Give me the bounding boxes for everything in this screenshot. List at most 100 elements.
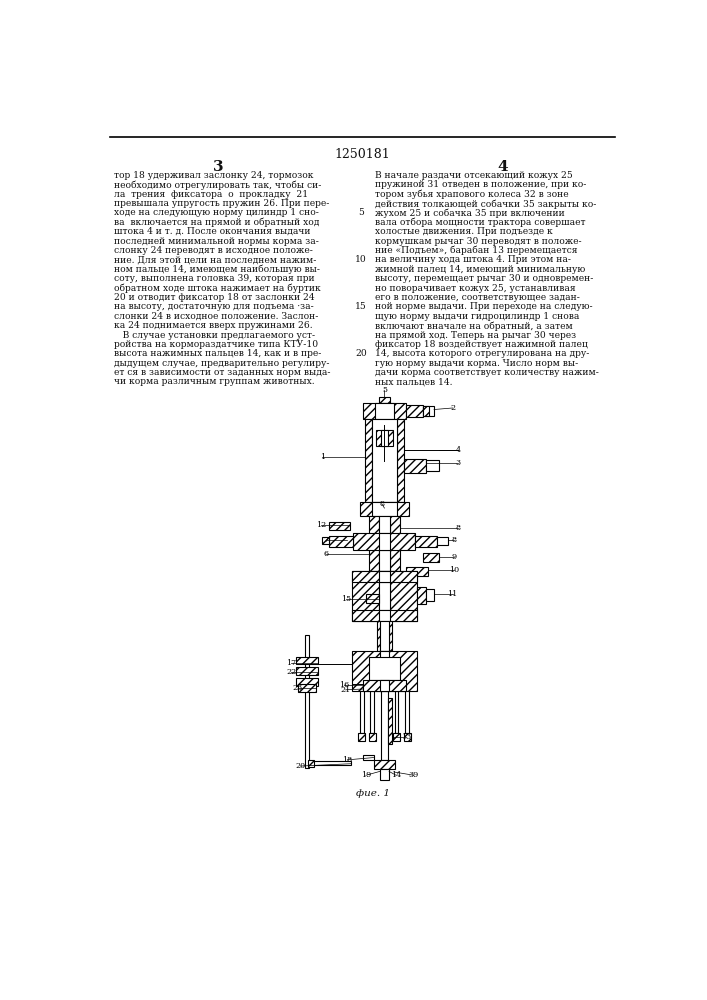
Bar [360,502,409,516]
Text: 4: 4 [497,160,508,174]
Text: 2: 2 [450,404,455,412]
Text: 20: 20 [356,349,367,358]
Bar [406,567,428,576]
Text: ной норме выдачи. При переходе на следую-: ной норме выдачи. При переходе на следую… [375,302,592,311]
Bar [423,406,434,416]
Text: последней минимальной нормы корма за-: последней минимальной нормы корма за- [114,237,319,246]
Bar [369,657,400,680]
Bar [352,571,417,582]
Bar [389,621,392,651]
Text: превышала упругость пружин 26. При пере-: превышала упругость пружин 26. При пере- [114,199,329,208]
Text: 10: 10 [356,255,367,264]
Bar [308,760,314,767]
Bar [296,678,317,686]
Text: 5: 5 [382,385,387,393]
Bar [379,516,390,571]
Bar [406,405,423,417]
Bar [322,537,329,544]
Bar [380,621,389,651]
Bar [393,733,400,741]
Text: тор 18 удерживал заслонку 24, тормозок: тор 18 удерживал заслонку 24, тормозок [114,171,313,180]
Bar [423,406,429,416]
Text: пружиной 31 отведен в положение, при ко-: пружиной 31 отведен в положение, при ко- [375,180,587,189]
Text: 15: 15 [356,302,367,311]
Bar [417,587,426,604]
Text: 19: 19 [361,771,371,779]
Bar [379,533,390,550]
Bar [397,419,404,502]
Text: 22: 22 [286,668,296,676]
Text: В начале раздачи отсекающий кожух 25: В начале раздачи отсекающий кожух 25 [375,171,573,180]
Text: действия толкающей собачки 35 закрыты ко-: действия толкающей собачки 35 закрыты ко… [375,199,597,209]
Text: его в положение, соответствующее задан-: его в положение, соответствующее задан- [375,293,580,302]
Bar [363,755,373,760]
Text: на прямой ход. Теперь на рычаг 30 через: на прямой ход. Теперь на рычаг 30 через [375,331,576,340]
Bar [373,760,395,769]
Bar [372,419,397,502]
Text: 20: 20 [296,762,306,770]
Text: на величину хода штока 4. При этом на-: на величину хода штока 4. При этом на- [375,255,571,264]
Text: фие. 1: фие. 1 [356,789,390,798]
Bar [358,733,365,741]
Bar [370,691,374,733]
Text: фиксатор 18 воздействует нажимной палец: фиксатор 18 воздействует нажимной палец [375,340,588,349]
Text: 23: 23 [293,684,303,692]
Bar [416,536,437,547]
Bar [298,684,316,692]
Text: ройства на кормораздатчике типа КТУ-10: ройства на кормораздатчике типа КТУ-10 [114,340,318,349]
Bar [354,533,416,550]
Bar [426,589,434,601]
Bar [375,403,394,419]
Text: ка 24 поднимается вверх пружинами 26.: ка 24 поднимается вверх пружинами 26. [114,321,312,330]
Bar [369,516,379,571]
Text: высота нажимных пальцев 14, как и в пре-: высота нажимных пальцев 14, как и в пре- [114,349,321,358]
Bar [377,621,380,651]
Bar [305,635,309,768]
Bar [369,733,376,741]
Text: В случае установки предлагаемого уст-: В случае установки предлагаемого уст- [114,331,315,340]
Text: 3: 3 [214,160,224,174]
Text: ние «Подъем», барабан 13 перемещается: ние «Подъем», барабан 13 перемещается [375,246,578,255]
Text: дыдущем случае, предварительно регулиру-: дыдущем случае, предварительно регулиру- [114,359,329,368]
Bar [381,691,387,760]
Bar [390,571,417,621]
Bar [296,657,317,664]
Bar [352,571,379,621]
Bar [352,651,417,691]
Bar [365,419,372,502]
Text: 9: 9 [452,553,457,561]
Text: тором зубья храпового колеса 32 в зоне: тором зубья храпового колеса 32 в зоне [375,190,568,199]
Bar [426,460,440,471]
Bar [379,610,390,621]
Text: 14, высота которого отрегулирована на дру-: 14, высота которого отрегулирована на др… [375,349,590,358]
Text: высоту, перемещает рычаг 30 и одновремен-: высоту, перемещает рычаг 30 и одновремен… [375,274,593,283]
Text: гую норму выдачи корма. Число норм вы-: гую норму выдачи корма. Число норм вы- [375,359,578,368]
Text: щую норму выдачи гидроцилиндр 1 снова: щую норму выдачи гидроцилиндр 1 снова [375,312,580,321]
Text: но поворачивает кожух 25, устанавливая: но поворачивает кожух 25, устанавливая [375,284,575,293]
Bar [380,651,389,691]
Text: 4: 4 [455,446,461,454]
Bar [379,571,390,582]
Bar [380,430,388,446]
Text: 3: 3 [455,459,461,467]
Bar [387,698,392,744]
Bar [437,537,448,545]
Bar [329,536,354,547]
Text: соту, выполнена головка 39, которая при: соту, выполнена головка 39, которая при [114,274,315,283]
Text: чи корма различным группам животных.: чи корма различным группам животных. [114,377,315,386]
Text: ных пальцев 14.: ных пальцев 14. [375,377,452,386]
Text: ва  включается на прямой и обратный ход: ва включается на прямой и обратный ход [114,218,320,227]
Text: 16: 16 [339,681,349,689]
Bar [395,691,398,733]
Text: ном пальце 14, имеющем наибольшую вы-: ном пальце 14, имеющем наибольшую вы- [114,265,320,274]
Bar [366,594,379,603]
Bar [380,680,389,691]
Text: 15: 15 [341,595,351,603]
Text: 8: 8 [380,500,385,508]
Bar [360,691,363,733]
Text: 1: 1 [320,453,325,461]
Text: 11: 11 [448,590,457,598]
Text: вала отбора мощности трактора совершает: вала отбора мощности трактора совершает [375,218,585,227]
Bar [296,667,317,675]
Text: ет ся в зависимости от заданных норм выда-: ет ся в зависимости от заданных норм выд… [114,368,330,377]
